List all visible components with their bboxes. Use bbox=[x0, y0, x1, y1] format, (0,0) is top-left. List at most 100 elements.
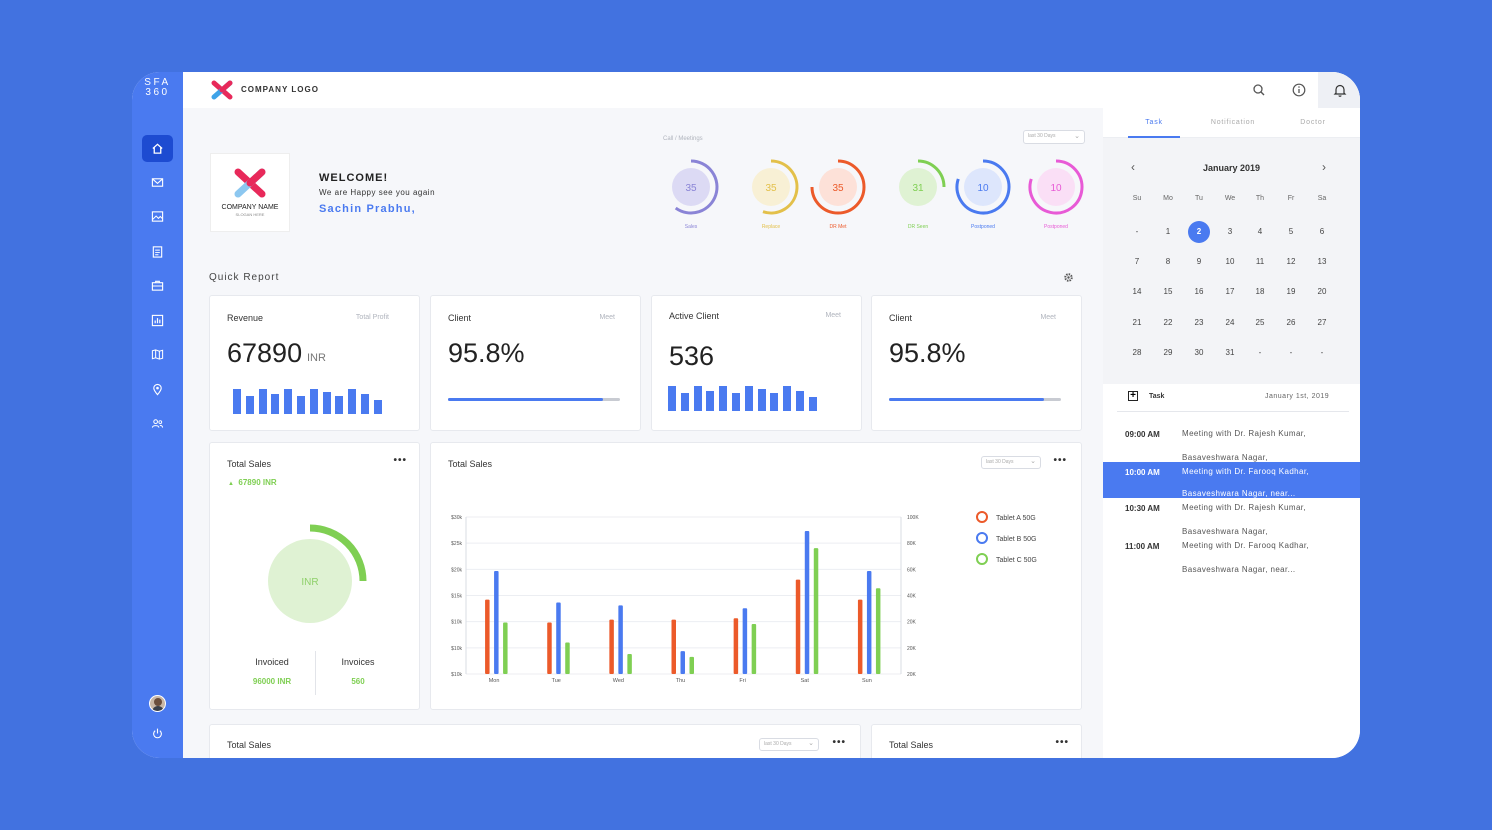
card-meta: Total Profit bbox=[355, 314, 389, 321]
calendar-day[interactable]: 17 bbox=[1225, 287, 1235, 297]
calendar-day[interactable]: 29 bbox=[1163, 347, 1173, 357]
meetings-range-select[interactable]: last 30 Days ⌄ bbox=[1023, 130, 1085, 144]
sales-donut: INR bbox=[268, 524, 367, 623]
calendar-day[interactable]: 1 bbox=[1165, 227, 1171, 236]
spark-bar bbox=[271, 394, 280, 414]
calendar-day[interactable]: 10 bbox=[1225, 257, 1235, 267]
calendar-month: January 2019 bbox=[1202, 163, 1261, 173]
calendar-day[interactable]: 4 bbox=[1257, 227, 1263, 236]
calendar-day[interactable]: 5 bbox=[1288, 227, 1294, 236]
nav-briefcase[interactable] bbox=[142, 272, 173, 299]
y-tick-left: $10k bbox=[451, 646, 462, 652]
calendar-day[interactable]: 11 bbox=[1255, 257, 1265, 267]
task-item[interactable]: Meeting with Dr. Farooq Kadhar, Basaveshw… bbox=[1182, 534, 1332, 582]
sidebar: SFA 360 bbox=[132, 72, 183, 758]
spark-bar bbox=[258, 389, 267, 414]
bar-tablet-c-50g bbox=[875, 588, 881, 674]
spark-bar bbox=[245, 396, 254, 414]
search-icon[interactable] bbox=[1251, 82, 1267, 98]
more-options-icon[interactable]: ••• bbox=[1055, 737, 1069, 748]
calendar-day[interactable]: 18 bbox=[1255, 287, 1265, 297]
bar-tablet-a-50g bbox=[795, 579, 801, 674]
calendar-day[interactable]: 6 bbox=[1319, 227, 1325, 236]
sales-amount-value: 67890 INR bbox=[238, 478, 277, 487]
calendar-day[interactable]: 14 bbox=[1132, 287, 1142, 297]
sales-amount: ▲ 67890 INR bbox=[228, 478, 277, 487]
nav-home[interactable] bbox=[142, 135, 173, 162]
x-tick-label: Sat bbox=[801, 678, 810, 684]
legend-marker bbox=[976, 511, 988, 523]
more-options-icon[interactable]: ••• bbox=[832, 737, 846, 748]
x-tick-label: Thu bbox=[676, 678, 685, 684]
nav-mail[interactable] bbox=[142, 169, 173, 196]
bar-tablet-c-50g bbox=[813, 548, 819, 674]
right-panel: Task Notification Doctor ‹ January 2019 … bbox=[1103, 108, 1360, 758]
calendar-day[interactable]: 28 bbox=[1132, 347, 1142, 357]
sales-bar-chart: $30k 100K $25k 80K $20k 60K $15k 40K $10k 20K $10k… bbox=[451, 511, 1037, 684]
company-logo-large-icon bbox=[234, 168, 266, 198]
progress-track bbox=[448, 398, 620, 401]
calendar-day[interactable]: 3 bbox=[1227, 227, 1233, 236]
gauge-value: 35 bbox=[765, 183, 777, 194]
calendar-day[interactable]: 21 bbox=[1132, 317, 1142, 327]
calendar-day[interactable]: 12 bbox=[1286, 257, 1296, 267]
nav-gallery[interactable] bbox=[142, 203, 173, 230]
calendar-day[interactable]: 22 bbox=[1163, 317, 1173, 327]
next-month-button[interactable]: › bbox=[1322, 160, 1326, 174]
spark-bar bbox=[744, 386, 753, 411]
calendar-day[interactable]: 7 bbox=[1134, 257, 1140, 267]
spark-bar bbox=[309, 389, 318, 414]
add-task-icon[interactable]: + bbox=[1128, 391, 1138, 401]
card-title: Total Sales bbox=[227, 459, 272, 469]
calendar-day[interactable]: 19 bbox=[1286, 287, 1296, 297]
user-name: Sachin Prabhu, bbox=[319, 203, 416, 215]
nav-users[interactable] bbox=[142, 410, 173, 437]
power-button[interactable] bbox=[142, 720, 173, 747]
calendar-day[interactable]: 20 bbox=[1317, 287, 1327, 297]
calendar-day[interactable]: 15 bbox=[1163, 287, 1173, 297]
avatar[interactable] bbox=[149, 695, 166, 712]
calendar-day[interactable]: 31 bbox=[1225, 347, 1235, 357]
nav-location[interactable] bbox=[142, 376, 173, 403]
tab-task[interactable]: Task bbox=[1128, 108, 1180, 138]
calendar-day[interactable]: 13 bbox=[1317, 257, 1327, 267]
weekday-label: Su bbox=[1132, 195, 1142, 202]
calendar-day[interactable]: 23 bbox=[1194, 317, 1204, 327]
calendar-day[interactable]: 8 bbox=[1165, 257, 1171, 267]
bar-tablet-b-50g bbox=[680, 651, 685, 674]
calendar-day[interactable]: 30 bbox=[1194, 347, 1204, 357]
gauge-label: Postponed bbox=[971, 224, 995, 230]
task-item[interactable]: Meeting with Dr. Rajesh Kumar, Basaveshwa… bbox=[1182, 496, 1332, 544]
brand-line-2: 360 bbox=[145, 87, 170, 98]
more-options-icon[interactable]: ••• bbox=[393, 455, 407, 466]
settings-gear-icon[interactable] bbox=[1063, 272, 1074, 283]
calendar-day[interactable]: 26 bbox=[1286, 317, 1296, 327]
task-item[interactable]: Meeting with Dr. Rajesh Kumar, Basaveshwa… bbox=[1182, 422, 1332, 470]
tab-notification[interactable]: Notification bbox=[1210, 119, 1256, 126]
nav-clipboard[interactable] bbox=[142, 238, 173, 265]
info-icon[interactable] bbox=[1291, 82, 1307, 98]
calendar-day[interactable]: 9 bbox=[1196, 257, 1202, 267]
nav-map[interactable] bbox=[142, 341, 173, 368]
tab-doctor[interactable]: Doctor bbox=[1300, 119, 1326, 126]
calendar-day: - bbox=[1135, 227, 1139, 236]
calendar-day[interactable]: 24 bbox=[1225, 317, 1235, 327]
card-meta: Meet bbox=[599, 314, 615, 321]
y-tick-left: $25k bbox=[451, 541, 462, 547]
calendar-day[interactable]: 25 bbox=[1255, 317, 1265, 327]
prev-month-button[interactable]: ‹ bbox=[1131, 160, 1135, 174]
bottom-range-select[interactable]: last 30 Days ⌄ bbox=[759, 738, 819, 751]
notifications-button[interactable] bbox=[1318, 72, 1360, 108]
more-options-icon[interactable]: ••• bbox=[1053, 455, 1067, 466]
chart-range-select[interactable]: last 30 Days ⌄ bbox=[981, 456, 1041, 469]
nav-reports[interactable] bbox=[142, 307, 173, 334]
calendar-day[interactable]: 27 bbox=[1317, 317, 1327, 327]
chevron-down-icon: ⌄ bbox=[808, 740, 814, 747]
task-item[interactable]: Meeting with Dr. Farooq Kadhar, Basaveshw… bbox=[1182, 460, 1332, 500]
calendar-day[interactable]: 2 bbox=[1188, 221, 1210, 243]
y-tick-left: $20k bbox=[451, 567, 462, 573]
calendar-day[interactable]: 16 bbox=[1194, 287, 1204, 297]
y-tick-right: 60K bbox=[907, 567, 917, 573]
gauge-value: 35 bbox=[832, 183, 844, 194]
calendar: ‹ January 2019 › Su Mo Tu We Th Fr Sa -1 2 3 4 5 6 7 8… bbox=[1103, 138, 1360, 384]
